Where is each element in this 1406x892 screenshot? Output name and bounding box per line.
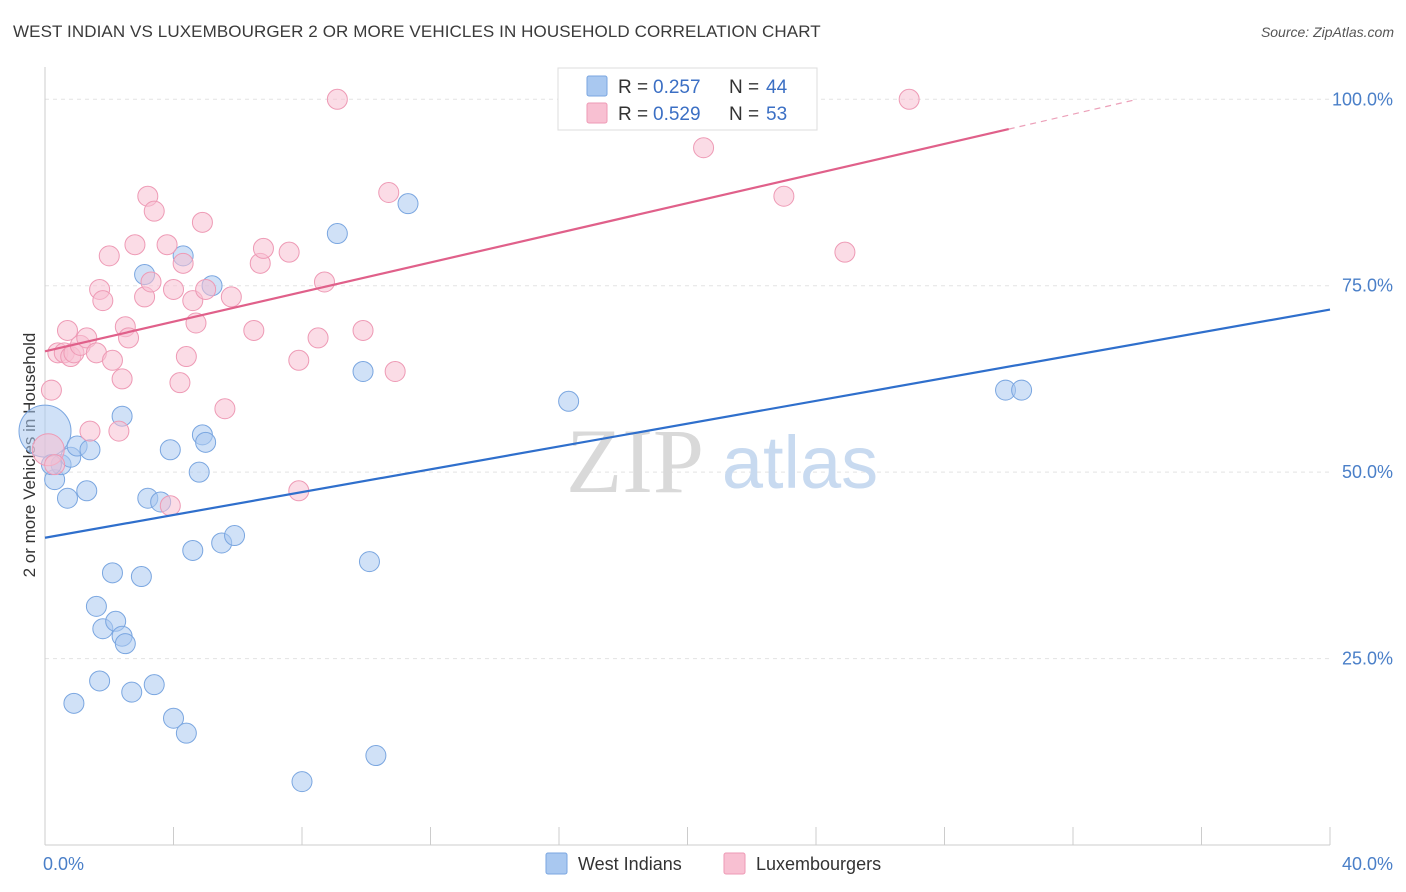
point-luxembourgers: [307, 327, 329, 349]
point-west-indians: [365, 745, 387, 767]
bottom-legend-swatch-luxembourgers: [723, 852, 746, 875]
point-luxembourgers: [79, 420, 101, 442]
legend-n-label: N =: [729, 77, 759, 98]
point-west-indians: [558, 390, 580, 412]
point-luxembourgers: [140, 271, 162, 293]
legend-swatch-west-indians: [586, 75, 608, 97]
point-west-indians: [76, 480, 98, 502]
point-west-indians: [79, 439, 101, 461]
point-west-indians: [121, 681, 143, 703]
point-west-indians: [159, 439, 181, 461]
watermark-atlas: atlas: [722, 421, 878, 504]
y-tick-label: 100.0%: [1332, 89, 1393, 109]
chart-title: WEST INDIAN VS LUXEMBOURGER 2 OR MORE VE…: [13, 22, 821, 41]
point-luxembourgers: [172, 252, 194, 274]
point-west-indians: [195, 431, 217, 453]
point-west-indians: [1011, 379, 1033, 401]
point-west-indians: [224, 525, 246, 547]
bottom-legend-label-west-indians: West Indians: [578, 854, 682, 874]
y-tick-label: 75.0%: [1342, 276, 1393, 296]
point-luxembourgers: [169, 372, 191, 394]
bottom-legend-swatch-west-indians: [545, 852, 568, 875]
legend-r-west-indians: 0.257: [653, 77, 701, 98]
point-luxembourgers: [326, 88, 348, 110]
point-west-indians: [89, 670, 111, 692]
point-luxembourgers: [352, 319, 374, 341]
point-luxembourgers: [98, 245, 120, 267]
bottom-legend-label-luxembourgers: Luxembourgers: [756, 854, 881, 874]
point-luxembourgers: [834, 241, 856, 263]
point-west-indians: [163, 707, 184, 729]
point-luxembourgers: [163, 278, 184, 300]
point-luxembourgers: [124, 234, 146, 256]
y-tick-label: 50.0%: [1342, 462, 1393, 482]
trend-line-luxembourgers: [44, 128, 1009, 353]
watermark-zip: ZIP: [566, 410, 704, 512]
x-tick-label: 0.0%: [43, 854, 84, 874]
legend-n-label: N =: [729, 104, 759, 125]
point-luxembourgers: [143, 200, 165, 222]
point-west-indians: [130, 566, 152, 588]
point-luxembourgers: [378, 182, 400, 203]
watermark: ZIP atlas: [566, 410, 878, 512]
legend-r-luxembourgers: 0.529: [653, 104, 701, 125]
point-luxembourgers: [195, 278, 217, 300]
point-luxembourgers: [252, 237, 274, 259]
legend-n-west-indians: 44: [766, 77, 788, 98]
point-luxembourgers: [101, 349, 123, 371]
point-west-indians: [182, 539, 204, 561]
point-west-indians: [85, 595, 107, 617]
y-tick-label: 25.0%: [1342, 649, 1393, 669]
point-luxembourgers: [220, 286, 242, 308]
point-west-indians: [63, 692, 85, 714]
point-west-indians: [175, 722, 197, 744]
point-luxembourgers: [288, 349, 310, 371]
point-luxembourgers: [693, 137, 715, 159]
point-luxembourgers: [278, 241, 300, 263]
point-west-indians: [326, 223, 348, 245]
data-points: [18, 88, 1033, 793]
point-west-indians: [397, 193, 419, 215]
point-west-indians: [143, 674, 165, 696]
point-luxembourgers: [773, 185, 795, 207]
point-luxembourgers: [92, 290, 114, 312]
legend-r-label: R =: [618, 77, 648, 98]
point-luxembourgers: [898, 88, 920, 110]
series-legend: West Indians Luxembourgers: [545, 852, 881, 875]
point-luxembourgers: [214, 398, 236, 420]
point-luxembourgers: [159, 495, 181, 517]
legend-swatch-luxembourgers: [586, 102, 608, 124]
point-luxembourgers: [191, 211, 213, 233]
point-west-indians: [358, 551, 380, 573]
point-west-indians: [352, 360, 374, 382]
point-west-indians: [188, 461, 210, 483]
axes: [44, 67, 1331, 846]
legend-r-label: R =: [618, 104, 648, 125]
trend-line-west-indians: [44, 308, 1331, 539]
tick-labels: 25.0% 50.0% 75.0% 100.0% 0.0% 40.0%: [43, 89, 1393, 874]
point-luxembourgers: [111, 368, 133, 390]
source-note: Source: ZipAtlas.com: [1260, 24, 1394, 40]
trend-extension-luxembourgers: [1008, 98, 1138, 130]
point-luxembourgers: [40, 379, 62, 401]
gridlines: [45, 98, 1330, 660]
x-tick-label: 40.0%: [1342, 854, 1393, 874]
point-luxembourgers: [175, 346, 197, 368]
point-luxembourgers: [156, 234, 178, 256]
point-west-indians: [101, 562, 123, 584]
trend-lines: [44, 98, 1331, 539]
point-west-indians: [56, 487, 78, 509]
correlation-legend: R = 0.257 N = 44 R = 0.529 N = 53: [557, 67, 818, 131]
point-luxembourgers: [44, 454, 66, 476]
point-luxembourgers: [108, 420, 130, 442]
point-west-indians: [114, 633, 136, 655]
point-luxembourgers: [384, 360, 406, 382]
point-west-indians: [291, 771, 313, 793]
point-luxembourgers: [243, 319, 265, 341]
point-luxembourgers: [56, 319, 78, 341]
legend-n-luxembourgers: 53: [766, 104, 787, 125]
